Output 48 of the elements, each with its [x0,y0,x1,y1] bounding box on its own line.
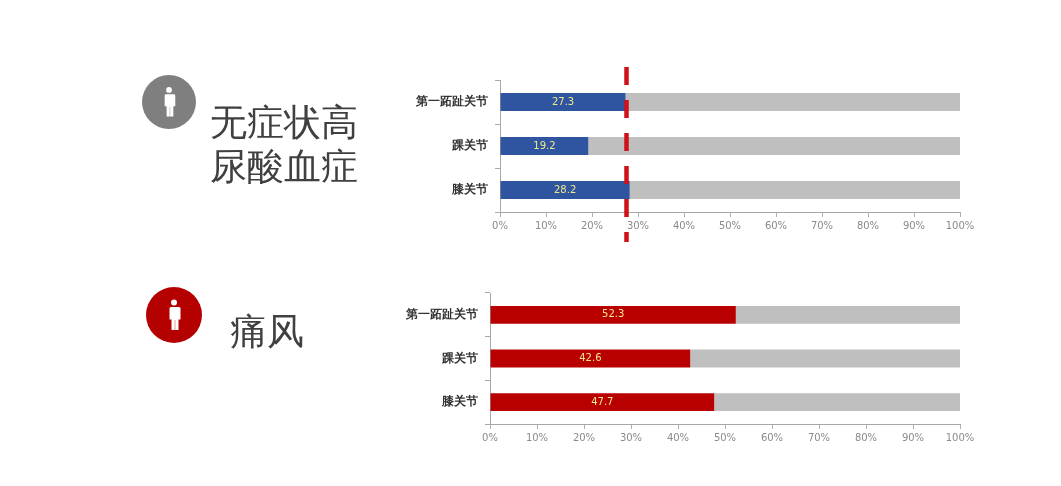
y-tick-label: 第一跖趾关节 [405,306,478,321]
x-tick-label: 10% [525,431,549,443]
data-label: 27.3 [551,95,575,107]
bar [588,136,960,156]
x-tick-label: 30% [626,219,650,231]
x-tick-label: 40% [666,431,690,443]
x-tick-label: 70% [810,219,834,231]
x-tick-label: 50% [713,431,737,443]
x-tick-label: 20% [572,431,596,443]
y-tick-label: 第一跖趾关节 [415,94,488,109]
bar [625,92,960,112]
bar [490,349,691,368]
data-label: 28.2 [553,183,577,195]
bar [500,92,626,112]
x-tick-label: 100% [945,431,975,443]
data-label: 42.6 [579,352,602,364]
x-tick-label: 40% [672,219,696,231]
x-tick-label: 0% [482,431,498,443]
x-tick-label: 90% [901,431,925,443]
x-tick-label: 0% [492,219,508,231]
x-tick-label: 60% [760,431,784,443]
text: 无症状高尿酸血症 [210,101,359,189]
y-tick-label: 踝关节 [441,350,478,365]
y-tick-label: 踝关节 [451,138,488,153]
bar [629,180,960,200]
bar [500,180,630,200]
bar [500,136,589,156]
x-tick-label: 80% [854,431,878,443]
x-tick-label: 10% [534,219,558,231]
bar [735,305,960,324]
x-tick-label: 20% [580,219,604,231]
x-tick-label: 60% [764,219,788,231]
bar [714,393,960,412]
data-label: 19.2 [533,139,556,151]
bar [490,393,715,412]
bar [690,349,960,368]
x-tick-label: 50% [718,219,742,231]
data-label: 52.3 [602,308,625,320]
x-tick-label: 90% [902,219,926,231]
x-tick-label: 80% [856,219,880,231]
data-label: 47.7 [591,395,614,407]
y-tick-label: 膝关节 [441,394,478,409]
x-tick-label: 100% [945,219,975,231]
x-tick-label: 70% [807,431,831,443]
bar [490,305,736,324]
x-tick-label: 30% [619,431,643,443]
text: 痛风 [230,310,305,354]
y-tick-label: 膝关节 [451,182,488,197]
